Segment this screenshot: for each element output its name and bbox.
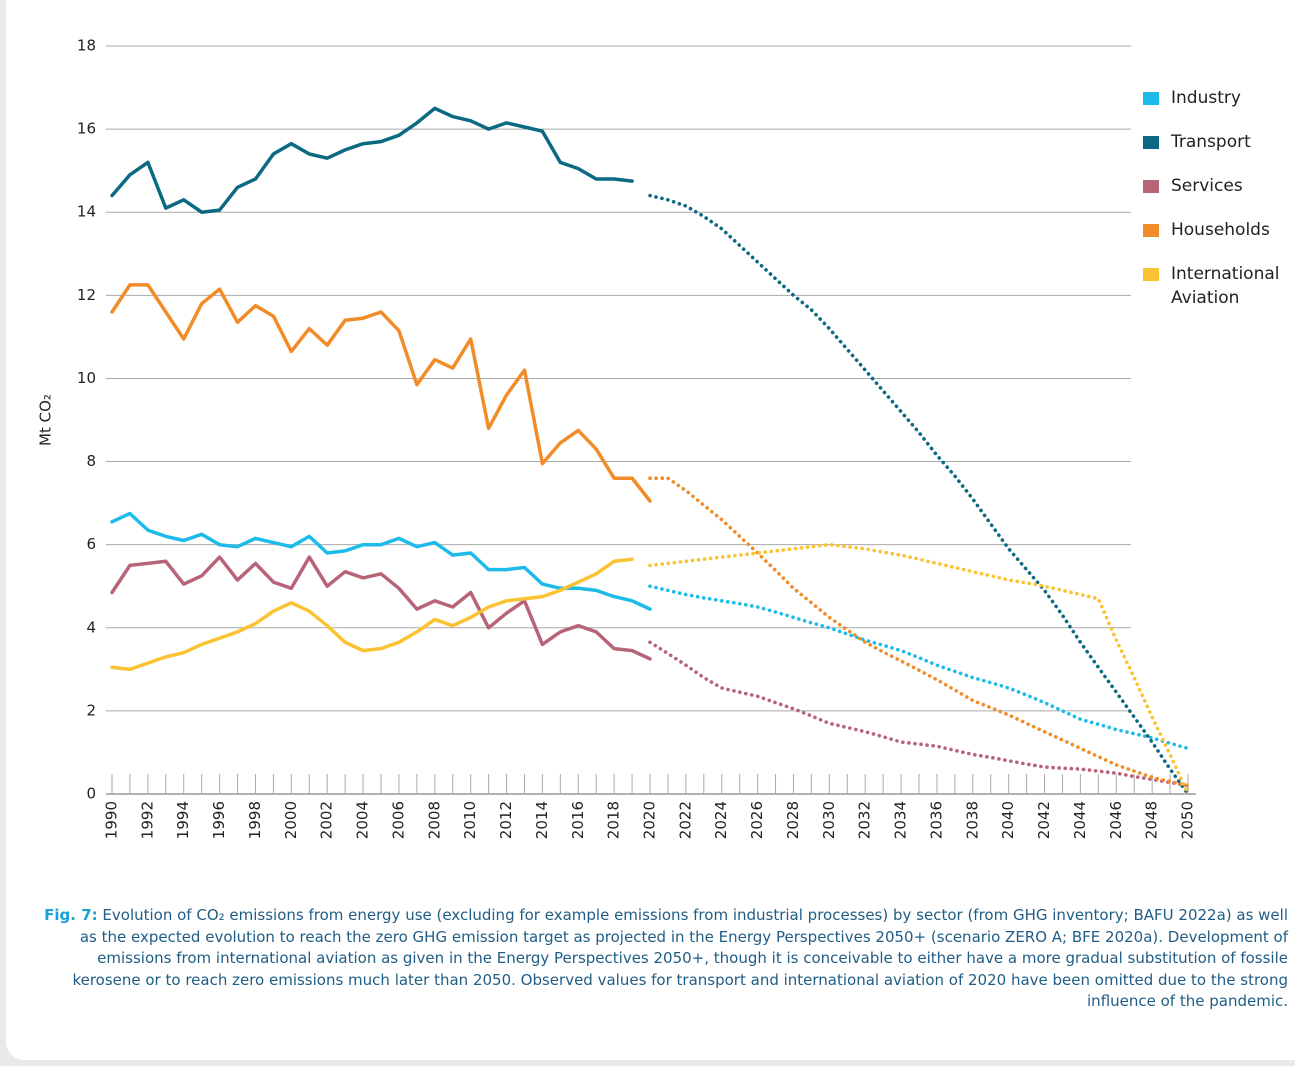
legend-item: Industry bbox=[1143, 86, 1293, 130]
x-tick-label: 2040 bbox=[999, 801, 1017, 839]
y-tick-label: 2 bbox=[86, 701, 96, 719]
y-tick-label: 10 bbox=[77, 369, 96, 387]
x-tick-label: 2030 bbox=[820, 801, 838, 839]
legend: Industry Transport Services Households Inter… bbox=[1143, 86, 1293, 308]
legend-label: Transport bbox=[1171, 132, 1251, 152]
projection-line bbox=[648, 640, 1190, 788]
caption: Fig. 7: Evolution of CO₂ emissions from … bbox=[36, 905, 1288, 1013]
legend-item: International Aviation bbox=[1143, 262, 1293, 308]
caption-label: Fig. 7: bbox=[44, 906, 98, 924]
y-axis-label: Mt CO₂ bbox=[37, 394, 55, 446]
caption-text: Evolution of CO₂ emissions from energy u… bbox=[72, 906, 1288, 1010]
legend-swatch bbox=[1143, 180, 1159, 193]
legend-item: Households bbox=[1143, 218, 1293, 262]
x-tick-label: 2000 bbox=[282, 801, 300, 839]
y-tick-label: 12 bbox=[77, 286, 96, 304]
legend-swatch bbox=[1143, 136, 1159, 149]
x-tick-label: 2028 bbox=[784, 801, 802, 839]
x-tick-label: 2044 bbox=[1071, 801, 1089, 839]
x-tick-label: 2050 bbox=[1179, 801, 1197, 839]
x-tick-label: 2046 bbox=[1107, 801, 1125, 839]
legend-label: Households bbox=[1171, 220, 1270, 240]
x-tick-label: 1996 bbox=[210, 801, 228, 839]
x-tick-label: 2036 bbox=[927, 801, 945, 839]
x-tick-label: 2016 bbox=[569, 801, 587, 839]
projection-line bbox=[648, 476, 1190, 788]
y-tick-label: 18 bbox=[77, 37, 96, 55]
x-tick-label: 2014 bbox=[533, 801, 551, 839]
legend-item: Services bbox=[1143, 174, 1293, 218]
x-tick-label: 2022 bbox=[676, 801, 694, 839]
projection-line bbox=[648, 584, 1190, 751]
x-tick-label: 1998 bbox=[246, 801, 264, 839]
projection-line bbox=[648, 193, 1190, 796]
x-tick-label: 2042 bbox=[1035, 801, 1053, 839]
x-tick-label: 2026 bbox=[748, 801, 766, 839]
y-tick-label: 16 bbox=[77, 120, 96, 138]
x-tick-label: 2008 bbox=[425, 801, 443, 839]
series-line bbox=[110, 106, 634, 214]
series-line bbox=[110, 557, 634, 672]
x-tick-label: 1992 bbox=[138, 801, 156, 839]
x-tick-label: 2024 bbox=[712, 801, 730, 839]
x-tick-label: 2018 bbox=[605, 801, 623, 839]
x-tick-label: 2004 bbox=[354, 801, 372, 839]
series-line bbox=[110, 283, 652, 503]
y-tick-label: 4 bbox=[86, 618, 96, 636]
x-tick-label: 2020 bbox=[641, 801, 659, 839]
x-tick-label: 2048 bbox=[1143, 801, 1161, 839]
x-tick-label: 1990 bbox=[103, 801, 121, 839]
panel: 0 2 4 6 8 10 12 14 16 18 1990 1992 1994 1996 1998 2000 2… bbox=[6, 0, 1295, 1060]
x-tick-label: 2002 bbox=[318, 801, 336, 839]
legend-item: Transport bbox=[1143, 130, 1293, 174]
chart: 0 2 4 6 8 10 12 14 16 18 1990 1992 1994 1996 1998 2000 2… bbox=[37, 37, 1197, 840]
legend-swatch bbox=[1143, 224, 1159, 237]
legend-label: Industry bbox=[1171, 88, 1241, 108]
x-tick-label: 2032 bbox=[856, 801, 874, 839]
legend-label: Services bbox=[1171, 176, 1243, 196]
x-tick-label: 2038 bbox=[963, 801, 981, 839]
y-tick-label: 6 bbox=[86, 535, 96, 553]
x-tick-label: 2034 bbox=[892, 801, 910, 839]
x-tick-label: 2006 bbox=[389, 801, 407, 839]
y-tick-label: 0 bbox=[86, 785, 96, 803]
projection-line bbox=[648, 542, 1190, 796]
y-tick-label: 8 bbox=[86, 452, 96, 470]
series-line bbox=[110, 511, 652, 611]
x-tick-label: 2012 bbox=[497, 801, 515, 839]
x-tick-label: 2010 bbox=[461, 801, 479, 839]
y-tick-label: 14 bbox=[77, 203, 96, 221]
legend-swatch bbox=[1143, 268, 1159, 281]
series-line bbox=[110, 555, 652, 661]
legend-swatch bbox=[1143, 92, 1159, 105]
legend-label: International Aviation bbox=[1171, 264, 1280, 308]
x-tick-label: 1994 bbox=[174, 801, 192, 839]
